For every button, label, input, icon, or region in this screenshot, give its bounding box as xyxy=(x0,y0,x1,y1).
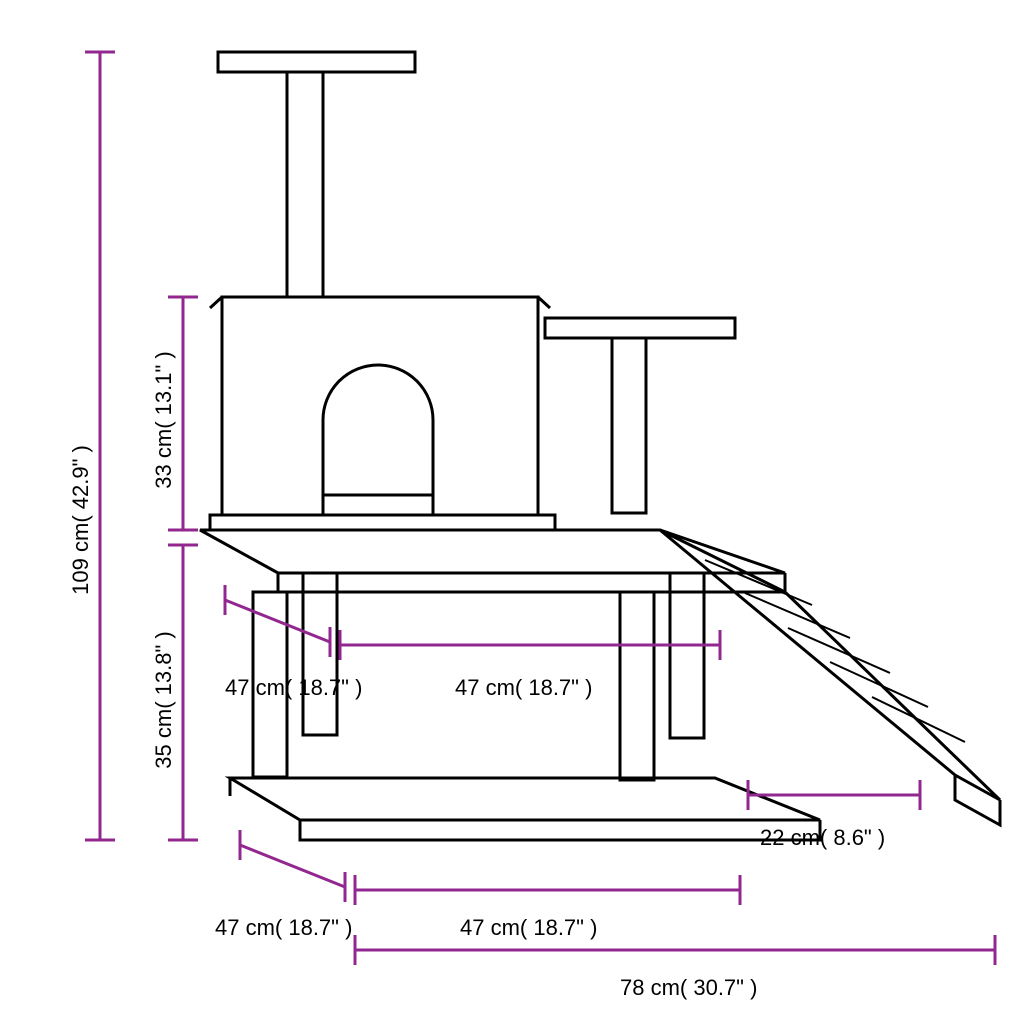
label-width-mid: 47 cm( 18.7" ) xyxy=(455,675,592,700)
ramp xyxy=(660,530,1000,825)
label-height-total: 109 cm( 42.9" ) xyxy=(68,445,93,595)
label-height-box: 33 cm( 13.1" ) xyxy=(151,351,176,488)
label-depth-base: 47 cm( 18.7" ) xyxy=(215,915,352,940)
label-height-lower: 35 cm( 13.8" ) xyxy=(151,631,176,768)
dimension-diagram: 109 cm( 42.9" ) 33 cm( 13.1" ) 35 cm( 13… xyxy=(0,0,1024,1024)
label-width-total: 78 cm( 30.7" ) xyxy=(620,975,757,1000)
top-platform xyxy=(218,52,415,297)
base-platform xyxy=(230,778,820,840)
dim-width-mid xyxy=(340,630,720,660)
dim-width-base xyxy=(355,875,740,905)
dim-width-total xyxy=(355,935,995,965)
label-depth-mid: 47 cm( 18.7" ) xyxy=(225,675,362,700)
dim-ramp-width xyxy=(748,780,920,810)
dim-depth-mid xyxy=(225,585,330,657)
house-box xyxy=(210,297,550,515)
right-small-platform xyxy=(545,318,735,513)
label-ramp-width: 22 cm( 8.6" ) xyxy=(760,825,885,850)
label-width-base: 47 cm( 18.7" ) xyxy=(460,915,597,940)
mid-platform xyxy=(200,515,785,592)
